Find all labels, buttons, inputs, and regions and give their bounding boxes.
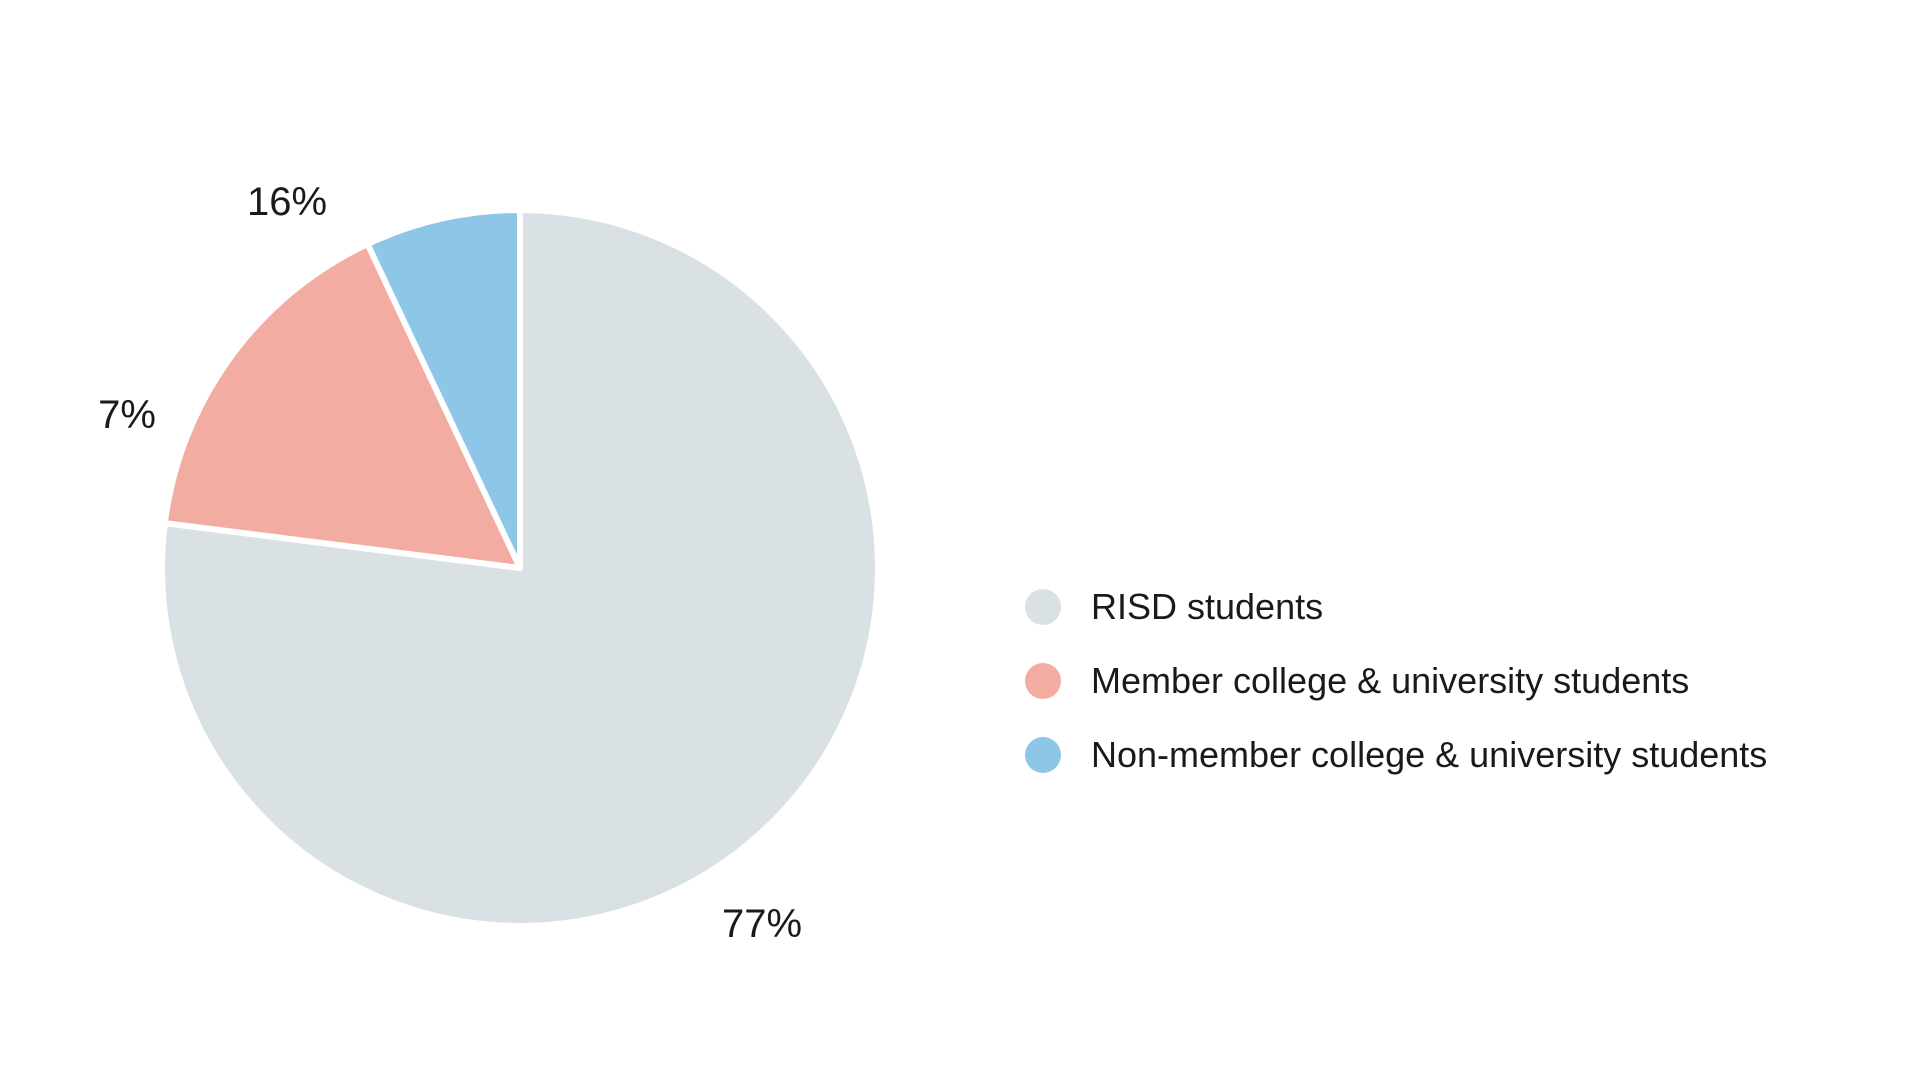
legend-item-non-member[interactable]: Non-member college & university students	[1025, 718, 1767, 792]
slices-group	[159, 207, 881, 929]
pie-slice-member-college-and-university-students[interactable]	[161, 241, 523, 571]
legend-label-risd: RISD students	[1091, 586, 1324, 627]
legend-item-risd[interactable]: RISD students	[1025, 570, 1767, 644]
legend-swatch-risd	[1025, 589, 1061, 625]
pie-slice-risd-students[interactable]	[159, 207, 881, 929]
legend-swatch-member	[1025, 663, 1061, 699]
pie-slice-non-member-college-and-university-students[interactable]	[364, 207, 523, 571]
legend-label-non-member: Non-member college & university students	[1091, 734, 1768, 775]
slice-label-risd-students: 77%	[722, 902, 802, 946]
legend-item-member[interactable]: Member college & university students	[1025, 644, 1767, 718]
legend-swatch-non-member	[1025, 737, 1061, 773]
slice-label-member-college-and-university-students: 16%	[247, 180, 327, 224]
legend-label-member: Member college & university students	[1091, 660, 1690, 701]
slice-label-non-member-college-and-university-students: 7%	[98, 393, 156, 437]
legend: RISD students Member college & universit…	[1025, 570, 1767, 792]
slice-labels-group: 77% 16% 7%	[98, 180, 802, 946]
